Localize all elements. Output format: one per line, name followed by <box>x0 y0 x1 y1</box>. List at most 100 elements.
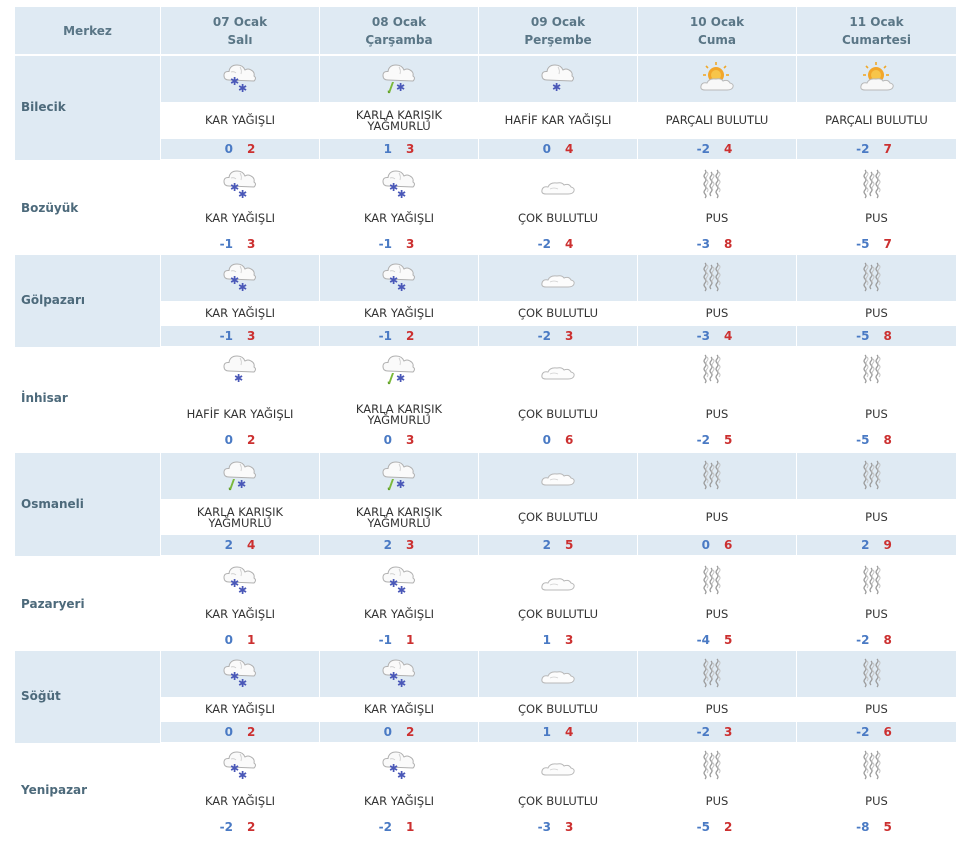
day-date: 09 Ocak <box>530 14 586 29</box>
weather-description: PUS <box>705 211 729 225</box>
max-temp: 3 <box>565 633 574 647</box>
min-temp: -2 <box>378 820 392 834</box>
snow-heavy-icon: ✱ ✱ <box>379 655 419 691</box>
svg-text:✱: ✱ <box>238 281 247 294</box>
forecast-cell: ✱ ✱ KAR YAĞIŞLI -1 1 <box>320 558 479 651</box>
weather-description: KAR YAĞIŞLI <box>363 607 435 621</box>
min-temp: -3 <box>537 820 551 834</box>
header-day-2: 09 Ocak Perşembe <box>479 7 638 56</box>
svg-text:✱: ✱ <box>389 274 398 287</box>
forecast-cell: PUS 2 9 <box>797 453 956 556</box>
svg-text:✱: ✱ <box>389 762 398 775</box>
max-temp: 1 <box>406 820 415 834</box>
max-temp: 3 <box>406 538 415 552</box>
sleet-icon: ✱ <box>379 457 419 493</box>
min-temp: 0 <box>701 538 710 552</box>
temp-band <box>161 535 319 555</box>
forecast-cell: ÇOK BULUTLU -3 3 <box>479 743 638 838</box>
max-temp: 2 <box>406 725 415 739</box>
fog-icon <box>697 166 737 202</box>
snow-heavy-icon: ✱ ✱ <box>220 655 260 691</box>
snow-heavy-icon: ✱ ✱ <box>220 562 260 598</box>
max-temp: 3 <box>565 820 574 834</box>
city-cell: Söğüt <box>15 651 161 743</box>
max-temp: 2 <box>247 820 256 834</box>
temperature-range: -3 8 <box>638 237 796 251</box>
min-temp: 1 <box>383 142 392 156</box>
max-temp: 3 <box>565 329 574 343</box>
snow-heavy-icon: ✱ ✱ <box>379 562 419 598</box>
city-cell: İnhisar <box>15 347 161 451</box>
svg-text:✱: ✱ <box>230 762 239 775</box>
weather-description: PUS <box>865 702 888 716</box>
header-day-4: 11 Ocak Cumartesi <box>797 7 956 56</box>
min-temp: 0 <box>383 433 392 447</box>
temp-band <box>161 139 319 159</box>
forecast-cell: PUS -5 8 <box>797 347 956 451</box>
min-temp: -2 <box>696 433 710 447</box>
min-temp: 0 <box>383 725 392 739</box>
svg-text:✱: ✱ <box>397 769 406 782</box>
weather-description: PUS <box>865 211 888 225</box>
max-temp: 1 <box>247 633 256 647</box>
sleet-icon: ✱ <box>220 457 260 493</box>
weather-description: PUS <box>705 794 729 808</box>
temperature-range: -5 2 <box>638 820 796 834</box>
snow-heavy-icon: ✱ ✱ <box>379 259 419 295</box>
temp-band <box>479 722 637 742</box>
weather-description: KARLA KARIŞIK YAĞMURLU <box>355 402 443 427</box>
temp-band <box>320 535 478 555</box>
svg-text:✱: ✱ <box>237 478 246 491</box>
header-day-3: 10 Ocak Cuma <box>638 7 797 56</box>
weather-description: ÇOK BULUTLU <box>517 510 599 524</box>
city-name: Pazaryeri <box>21 597 85 611</box>
forecast-cell: ✱ HAFİF KAR YAĞIŞLI 0 2 <box>161 347 320 451</box>
svg-text:✱: ✱ <box>238 82 247 95</box>
max-temp: 3 <box>247 329 256 343</box>
city-cell: Yenipazar <box>15 743 161 838</box>
max-temp: 5 <box>724 433 733 447</box>
max-temp: 4 <box>724 142 733 156</box>
weather-description: HAFİF KAR YAĞIŞLI <box>186 407 294 421</box>
max-temp: 3 <box>406 142 415 156</box>
forecast-cell: ✱ ✱ KAR YAĞIŞLI -2 1 <box>320 743 479 838</box>
forecast-cell: PUS 0 6 <box>638 453 797 556</box>
max-temp: 9 <box>883 538 892 552</box>
city-name: Bozüyük <box>21 201 79 215</box>
day-date: 10 Ocak <box>689 14 745 29</box>
forecast-cell: ÇOK BULUTLU -2 3 <box>479 255 638 347</box>
forecast-cell: PARÇALI BULUTLU -2 7 <box>797 56 956 160</box>
min-temp: 1 <box>542 633 551 647</box>
min-temp: -1 <box>378 237 392 251</box>
temperature-range: -2 2 <box>161 820 319 834</box>
header-city-label: Merkez <box>15 7 161 56</box>
temp-band <box>320 326 478 346</box>
weather-description: PARÇALI BULUTLU <box>665 113 769 127</box>
min-temp: -2 <box>856 633 870 647</box>
weather-description: PUS <box>865 407 888 421</box>
temp-band <box>797 722 956 742</box>
city-name: Osmaneli <box>21 497 84 511</box>
weather-description: KAR YAĞIŞLI <box>204 794 276 808</box>
city-cell: Gölpazarı <box>15 255 161 347</box>
cloudy-icon <box>538 259 578 295</box>
max-temp: 6 <box>724 538 733 552</box>
min-temp: -3 <box>696 237 710 251</box>
min-temp: 0 <box>224 142 233 156</box>
cloudy-icon <box>538 457 578 493</box>
min-temp: 2 <box>542 538 551 552</box>
table-row: Osmaneli ✱ KARLA KARIŞIK YAĞMURLU 2 4 ✱ KARLA … <box>15 453 956 556</box>
weather-description: KAR YAĞIŞLI <box>363 794 435 808</box>
weather-description: KAR YAĞIŞLI <box>363 702 435 716</box>
temperature-range: -2 7 <box>797 142 956 156</box>
city-column-label: Merkez <box>63 23 112 38</box>
